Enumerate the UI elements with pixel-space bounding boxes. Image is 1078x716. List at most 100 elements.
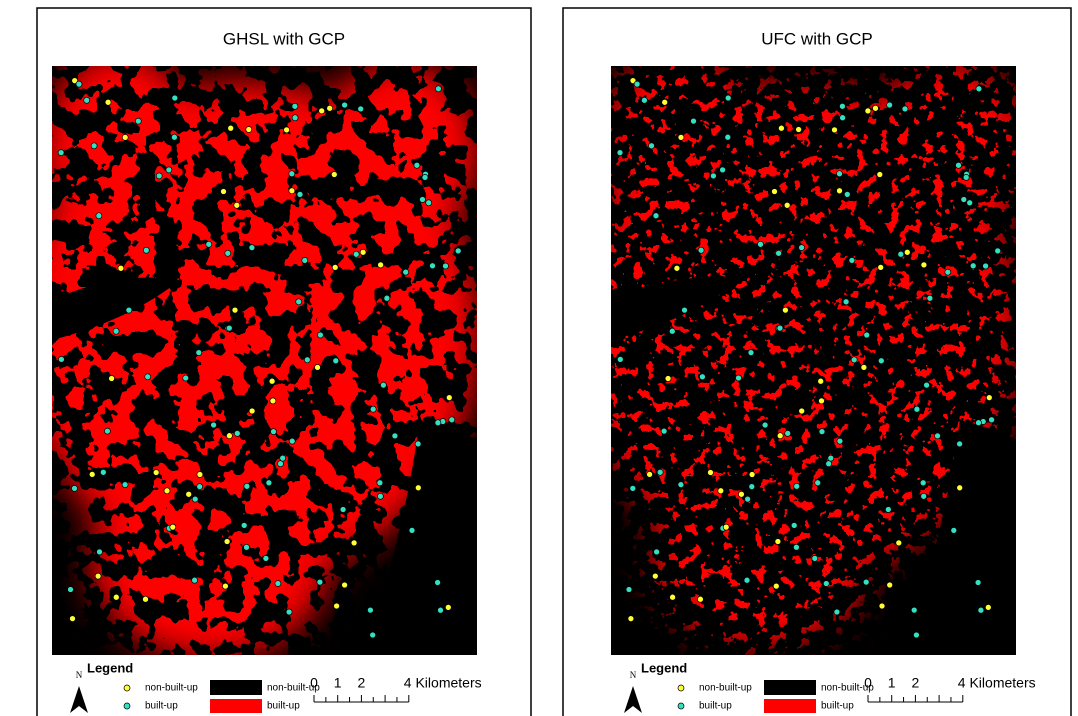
control-point: [228, 125, 234, 131]
control-point: [145, 374, 151, 380]
control-point: [863, 579, 869, 585]
control-point: [430, 263, 436, 269]
control-point: [403, 269, 409, 275]
legend-title: Legend: [87, 660, 133, 675]
control-point: [192, 496, 198, 502]
control-point: [284, 127, 290, 133]
control-point: [449, 417, 455, 423]
north-label: N: [630, 670, 637, 680]
control-point: [978, 607, 984, 613]
control-point: [342, 582, 348, 588]
control-point: [879, 603, 885, 609]
control-point: [647, 471, 653, 477]
control-point: [902, 106, 908, 112]
control-point: [758, 241, 764, 247]
control-point: [957, 441, 963, 447]
control-point: [823, 581, 829, 587]
control-point: [156, 173, 162, 179]
control-point: [837, 171, 843, 177]
control-point: [641, 97, 647, 103]
control-point: [877, 172, 883, 178]
control-point: [698, 247, 704, 253]
control-point: [983, 263, 989, 269]
scale-label: 0: [864, 675, 872, 691]
control-point: [367, 607, 373, 613]
control-point: [956, 162, 962, 168]
built-up-area: [52, 66, 477, 655]
control-point: [744, 577, 750, 583]
control-point: [674, 265, 680, 271]
control-point: [249, 408, 255, 414]
control-point: [793, 544, 799, 550]
legend-swatch: [210, 680, 262, 695]
legend-label: non-built-up: [145, 683, 198, 694]
control-point: [976, 86, 982, 92]
control-point: [657, 469, 663, 475]
control-point: [104, 428, 110, 434]
control-point: [778, 125, 784, 131]
control-point: [832, 127, 838, 133]
control-point: [186, 491, 192, 497]
control-point: [963, 174, 969, 180]
control-point: [951, 527, 957, 533]
legend-label: built-up: [821, 701, 854, 712]
figure: GHSL with GCP N Legend non-built-up built-up…: [0, 0, 1078, 716]
control-point: [435, 86, 441, 92]
control-point: [135, 118, 141, 124]
control-point: [796, 127, 802, 133]
control-point: [435, 580, 441, 586]
control-point: [924, 382, 930, 388]
control-point: [122, 482, 128, 488]
control-point: [935, 433, 941, 439]
control-point: [304, 357, 310, 363]
control-point: [849, 257, 855, 263]
legend-point: [678, 685, 684, 691]
legend-swatch: [764, 680, 816, 695]
control-point: [296, 299, 302, 305]
control-point: [864, 332, 870, 338]
control-point: [678, 482, 684, 488]
control-point: [794, 483, 800, 489]
legend-label: built-up: [145, 701, 178, 712]
control-point: [617, 150, 623, 156]
control-point: [153, 470, 159, 476]
legend-swatch: [210, 699, 262, 713]
control-point: [630, 485, 636, 491]
control-point: [617, 356, 623, 362]
control-point: [206, 241, 212, 247]
control-point: [166, 167, 172, 173]
control-point: [777, 325, 783, 331]
control-point: [317, 579, 323, 585]
legend-swatch: [764, 699, 816, 713]
control-point: [122, 134, 128, 140]
control-point: [834, 609, 840, 615]
control-point: [172, 95, 178, 101]
control-point: [183, 375, 189, 381]
control-point: [669, 328, 675, 334]
control-point: [289, 188, 295, 194]
control-point: [782, 307, 788, 313]
control-point: [819, 398, 825, 404]
control-point: [271, 429, 277, 435]
control-point: [370, 632, 376, 638]
control-point: [384, 295, 390, 301]
control-point: [628, 616, 634, 622]
control-point: [736, 375, 742, 381]
control-point: [772, 189, 778, 195]
map-title: GHSL with GCP: [223, 29, 345, 48]
control-point: [749, 484, 755, 490]
control-point: [995, 248, 1001, 254]
control-point: [654, 549, 660, 555]
control-point: [762, 422, 768, 428]
control-point: [785, 430, 791, 436]
control-point: [865, 108, 871, 114]
control-point: [791, 522, 797, 528]
control-point: [289, 438, 295, 444]
control-point: [266, 480, 272, 486]
control-point: [975, 580, 981, 586]
control-point: [839, 103, 845, 109]
control-point: [275, 581, 281, 587]
control-point: [331, 172, 337, 178]
control-point: [58, 356, 64, 362]
control-point: [342, 102, 348, 108]
